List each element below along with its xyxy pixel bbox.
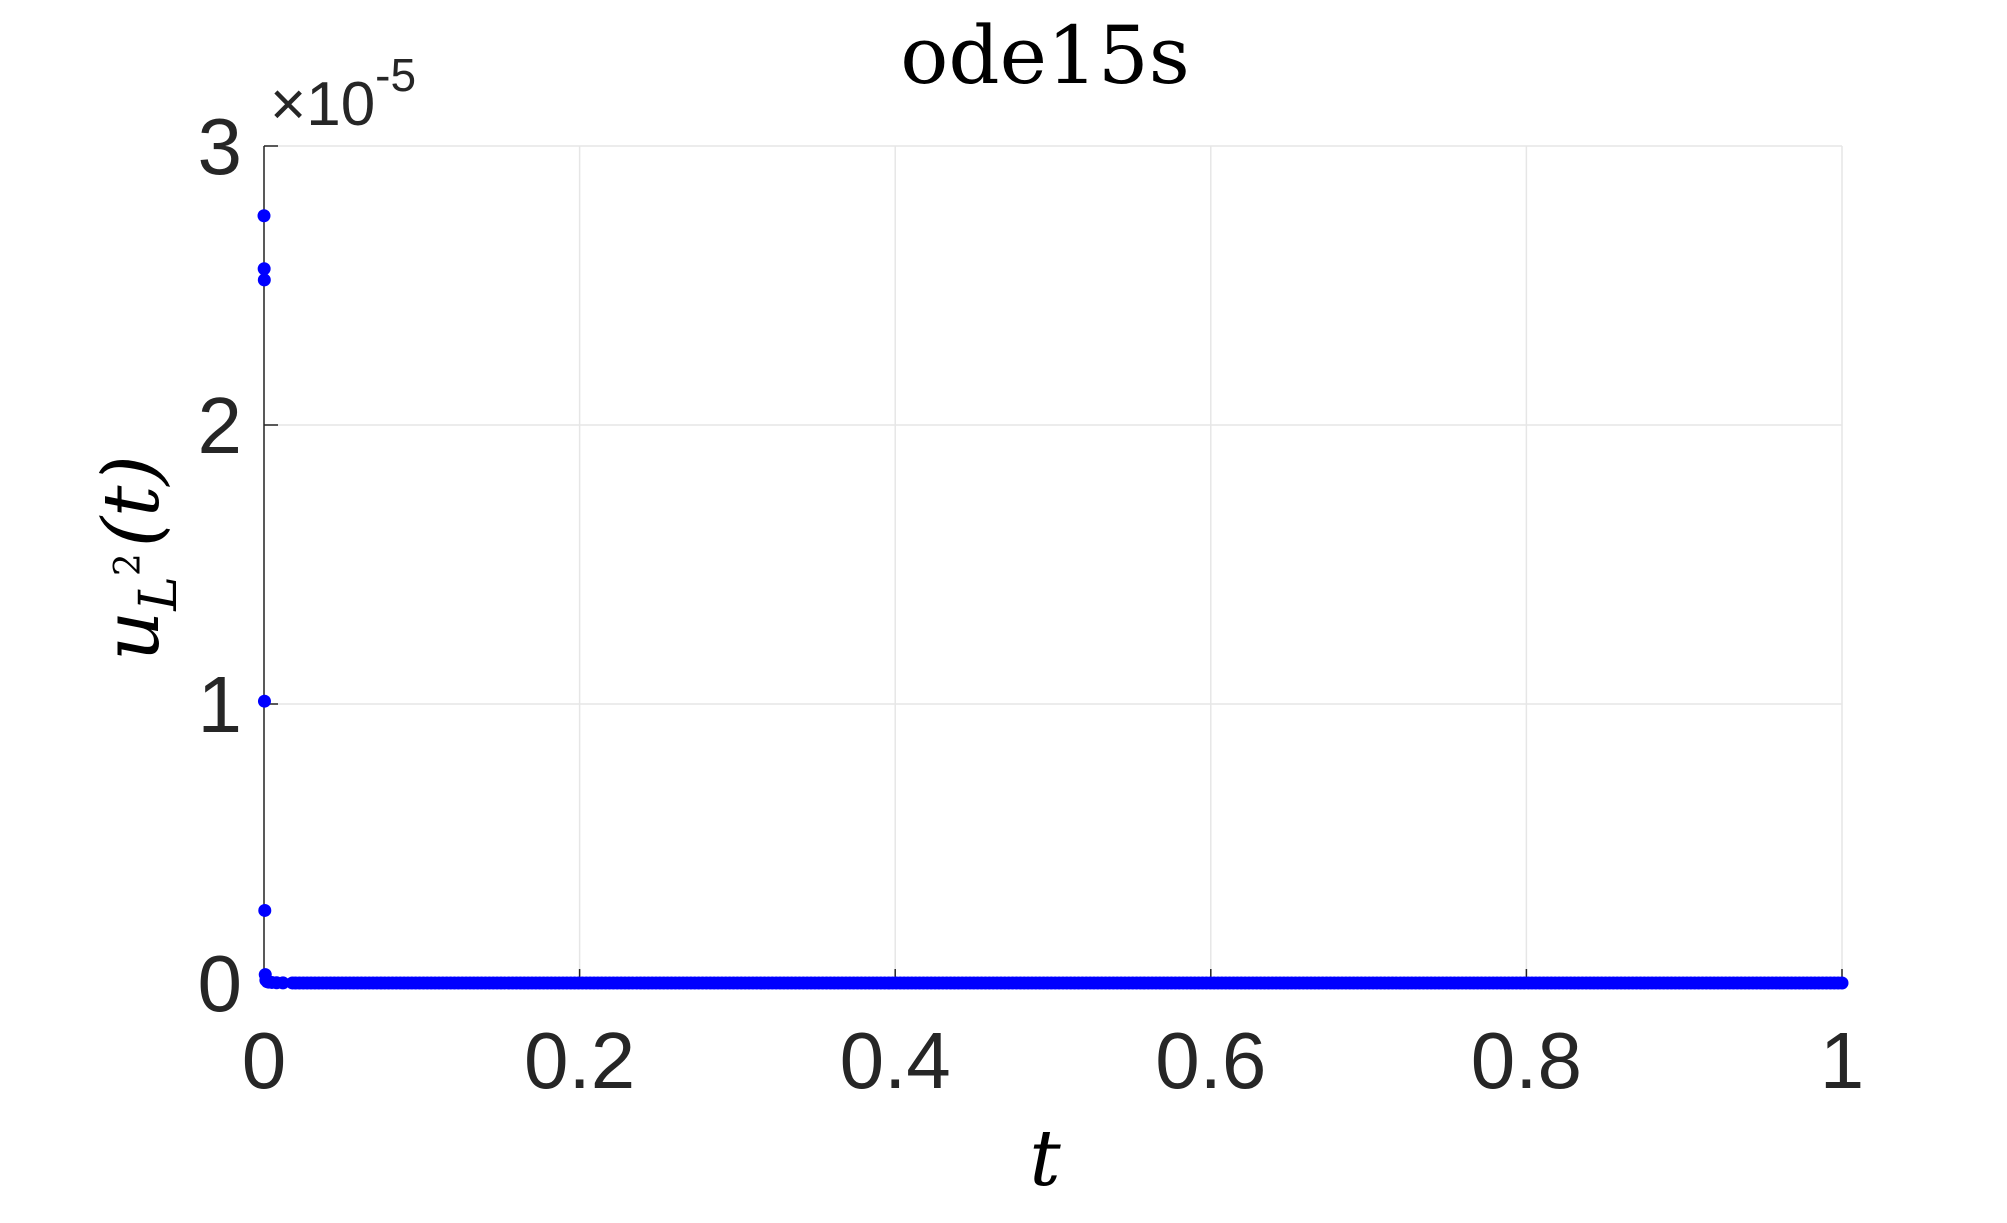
axes: [263, 145, 1843, 984]
x-tick-label: 1: [1820, 1016, 1865, 1105]
data-point: [257, 262, 271, 276]
y-axis-label-main: u: [87, 611, 177, 661]
data-point: [276, 976, 290, 990]
data-point: [258, 903, 272, 917]
x-tick-label: 0.6: [1155, 1016, 1266, 1105]
x-tick-label: 0.8: [1471, 1016, 1582, 1105]
y-axis-label-superscript: 2: [108, 553, 149, 576]
y-tick-label: 1: [198, 660, 243, 749]
y-multiplier-exponent: -5: [375, 49, 416, 101]
x-tick-label: 0.2: [524, 1016, 635, 1105]
y-axis-label-suffix: (t): [87, 455, 177, 547]
x-tick-label: 0: [242, 1016, 287, 1105]
y-axis-label: uL2 (t): [87, 455, 189, 661]
x-axis-label: t: [1029, 1114, 1061, 1204]
x-tick-label: 0.4: [840, 1016, 951, 1105]
y-tick-label: 3: [198, 102, 243, 191]
svg-text:×10-5: ×10-5: [270, 49, 416, 139]
y-tick-label: 0: [198, 939, 243, 1028]
y-tick-label: 2: [198, 381, 243, 470]
chart-title: ode15s: [900, 9, 1190, 102]
data-point: [257, 694, 271, 708]
data-point: [257, 273, 271, 287]
data-point: [257, 209, 271, 223]
data-points: [257, 209, 1849, 990]
data-point: [1835, 976, 1849, 990]
svg-text:uL2(t): uL2 (t): [87, 455, 189, 661]
tick-labels: 0 0.2 0.4 0.6 0.8 1 0 1 2 3: [198, 102, 1865, 1105]
grid: [263, 145, 1843, 984]
y-axis-label-subscript: L: [129, 576, 189, 612]
y-axis-multiplier: ×10-5: [270, 49, 416, 139]
y-multiplier-base: ×10: [270, 70, 375, 139]
